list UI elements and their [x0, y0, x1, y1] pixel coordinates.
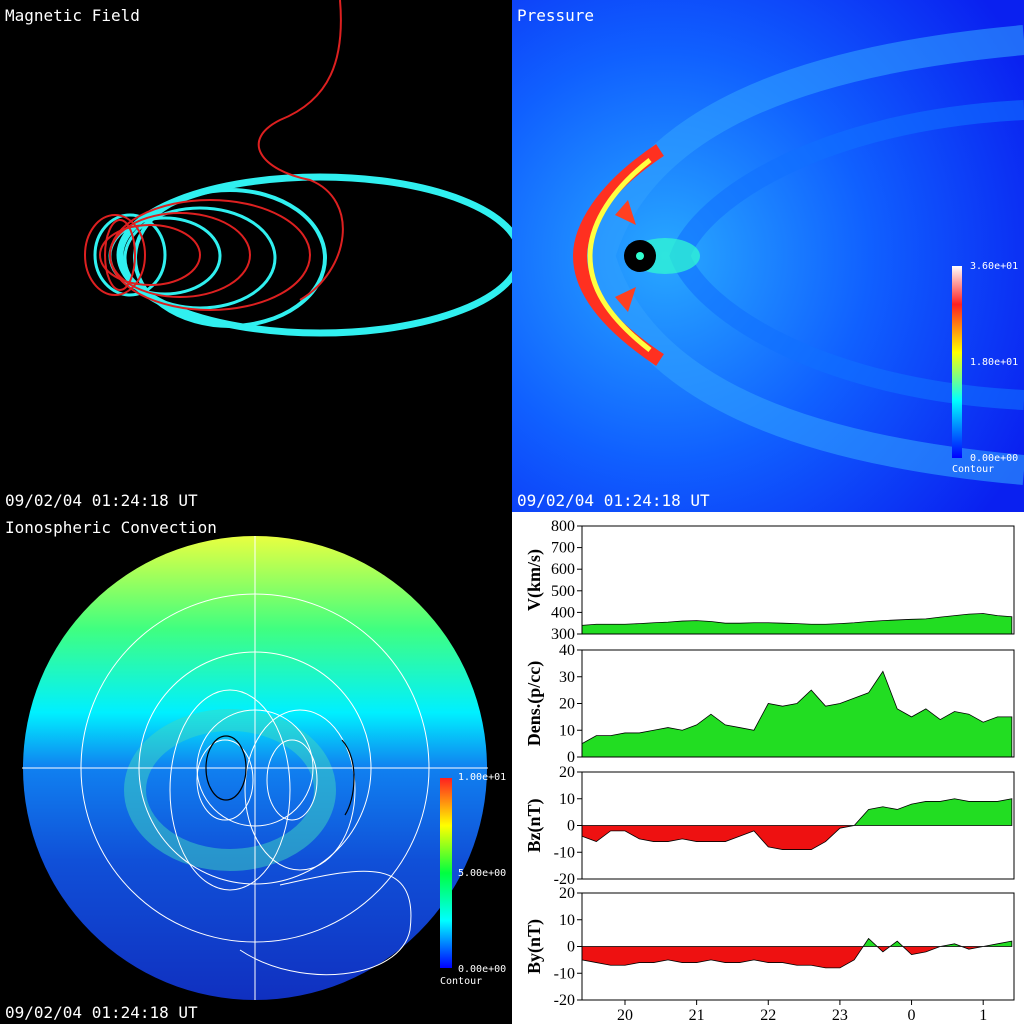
y-tick-label: 20: [559, 696, 575, 713]
x-tick-label: 23: [832, 1007, 848, 1024]
colorbar-label: 5.00e+00: [458, 868, 506, 879]
timestamp: 09/02/04 01:24:18 UT: [517, 491, 710, 510]
y-tick-label: 700: [551, 540, 575, 557]
y-axis-label: Dens.(p/cc): [524, 661, 545, 746]
x-tick-label: 0: [908, 1007, 916, 1024]
y-tick-label: 800: [551, 518, 575, 535]
colorbar-caption: Contour: [952, 464, 994, 475]
y-tick-label: 500: [551, 583, 575, 600]
x-tick-label: 1: [979, 1007, 987, 1024]
panel-title: Pressure: [517, 6, 594, 25]
area: [581, 798, 1013, 850]
x-tick-label: 22: [760, 1007, 776, 1024]
y-tick-label: 10: [559, 791, 575, 808]
x-tick-label: 20: [617, 1007, 633, 1024]
plot-background: [512, 512, 1024, 1024]
area: [581, 937, 1013, 969]
colorbar-label: 0.00e+00: [458, 964, 506, 975]
area: [581, 670, 1013, 758]
y-tick-label: 0: [567, 749, 575, 766]
colorbar-label: 1.00e+01: [458, 772, 506, 783]
y-tick-label: -10: [554, 965, 575, 982]
y-tick-label: 0: [567, 818, 575, 835]
magnetic-field-panel: Magnetic Field 09/02/04 01:24:18 UT: [0, 0, 524, 512]
y-axis-label: V(km/s): [524, 549, 545, 611]
y-tick-label: -20: [554, 992, 575, 1009]
y-axis-label: By(nT): [524, 919, 545, 974]
timestamp: 09/02/04 01:24:18 UT: [5, 491, 198, 510]
panel-title: Ionospheric Convection: [5, 518, 217, 537]
y-axis-label: Bz(nT): [524, 798, 545, 852]
y-tick-label: 30: [559, 669, 575, 686]
colorbar-label: 0.00e+00: [970, 453, 1018, 464]
plot-frame: [581, 525, 1015, 635]
area: [581, 613, 1013, 635]
y-tick-label: 40: [559, 642, 575, 659]
solar-wind-plots: 300400500600700800V(km/s)010203040Dens.(…: [524, 518, 1015, 1024]
pressure-panel: 3.60e+01 1.80e+01 0.00e+00 Contour Press…: [512, 0, 1024, 512]
timestamp: 09/02/04 01:24:18 UT: [5, 1003, 198, 1022]
y-tick-label: 400: [551, 604, 575, 621]
ionosphere-panel: 1.00e+01 5.00e+00 0.00e+00 Contour Ionos…: [0, 512, 512, 1024]
y-tick-label: 10: [559, 912, 575, 929]
x-tick-label: 21: [689, 1007, 705, 1024]
y-tick-label: -10: [554, 844, 575, 861]
y-tick-label: -20: [554, 871, 575, 888]
y-tick-label: 300: [551, 626, 575, 643]
y-tick-label: 20: [559, 885, 575, 902]
y-tick-label: 20: [559, 764, 575, 781]
y-tick-label: 0: [567, 939, 575, 956]
panel-title: Magnetic Field: [5, 6, 140, 25]
colorbar-label: 3.60e+01: [970, 261, 1018, 272]
y-tick-label: 600: [551, 561, 575, 578]
colorbar-caption: Contour: [440, 976, 482, 987]
colorbar-label: 1.80e+01: [970, 357, 1018, 368]
y-tick-label: 10: [559, 722, 575, 739]
